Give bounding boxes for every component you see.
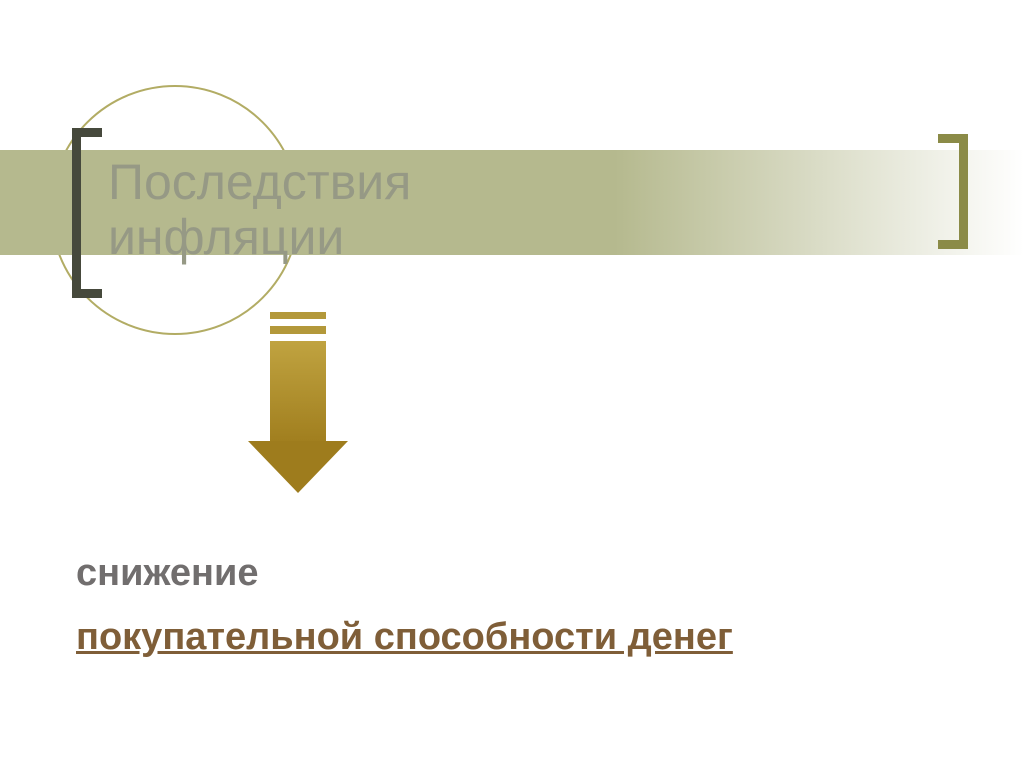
- slide-title: Последствия инфляции: [108, 155, 411, 265]
- body-text-line-2: покупательной способности денег: [76, 616, 733, 659]
- bracket-left-icon: [72, 128, 102, 298]
- body-text-line-1: снижение: [76, 552, 258, 595]
- arrow-head: [248, 441, 348, 493]
- arrow-stripe-1: [270, 312, 326, 319]
- arrow-shaft: [270, 341, 326, 441]
- arrow-stripe-2: [270, 326, 326, 334]
- title-line-2: инфляции: [108, 210, 411, 265]
- title-line-1: Последствия: [108, 155, 411, 210]
- bracket-right-icon: [938, 134, 968, 249]
